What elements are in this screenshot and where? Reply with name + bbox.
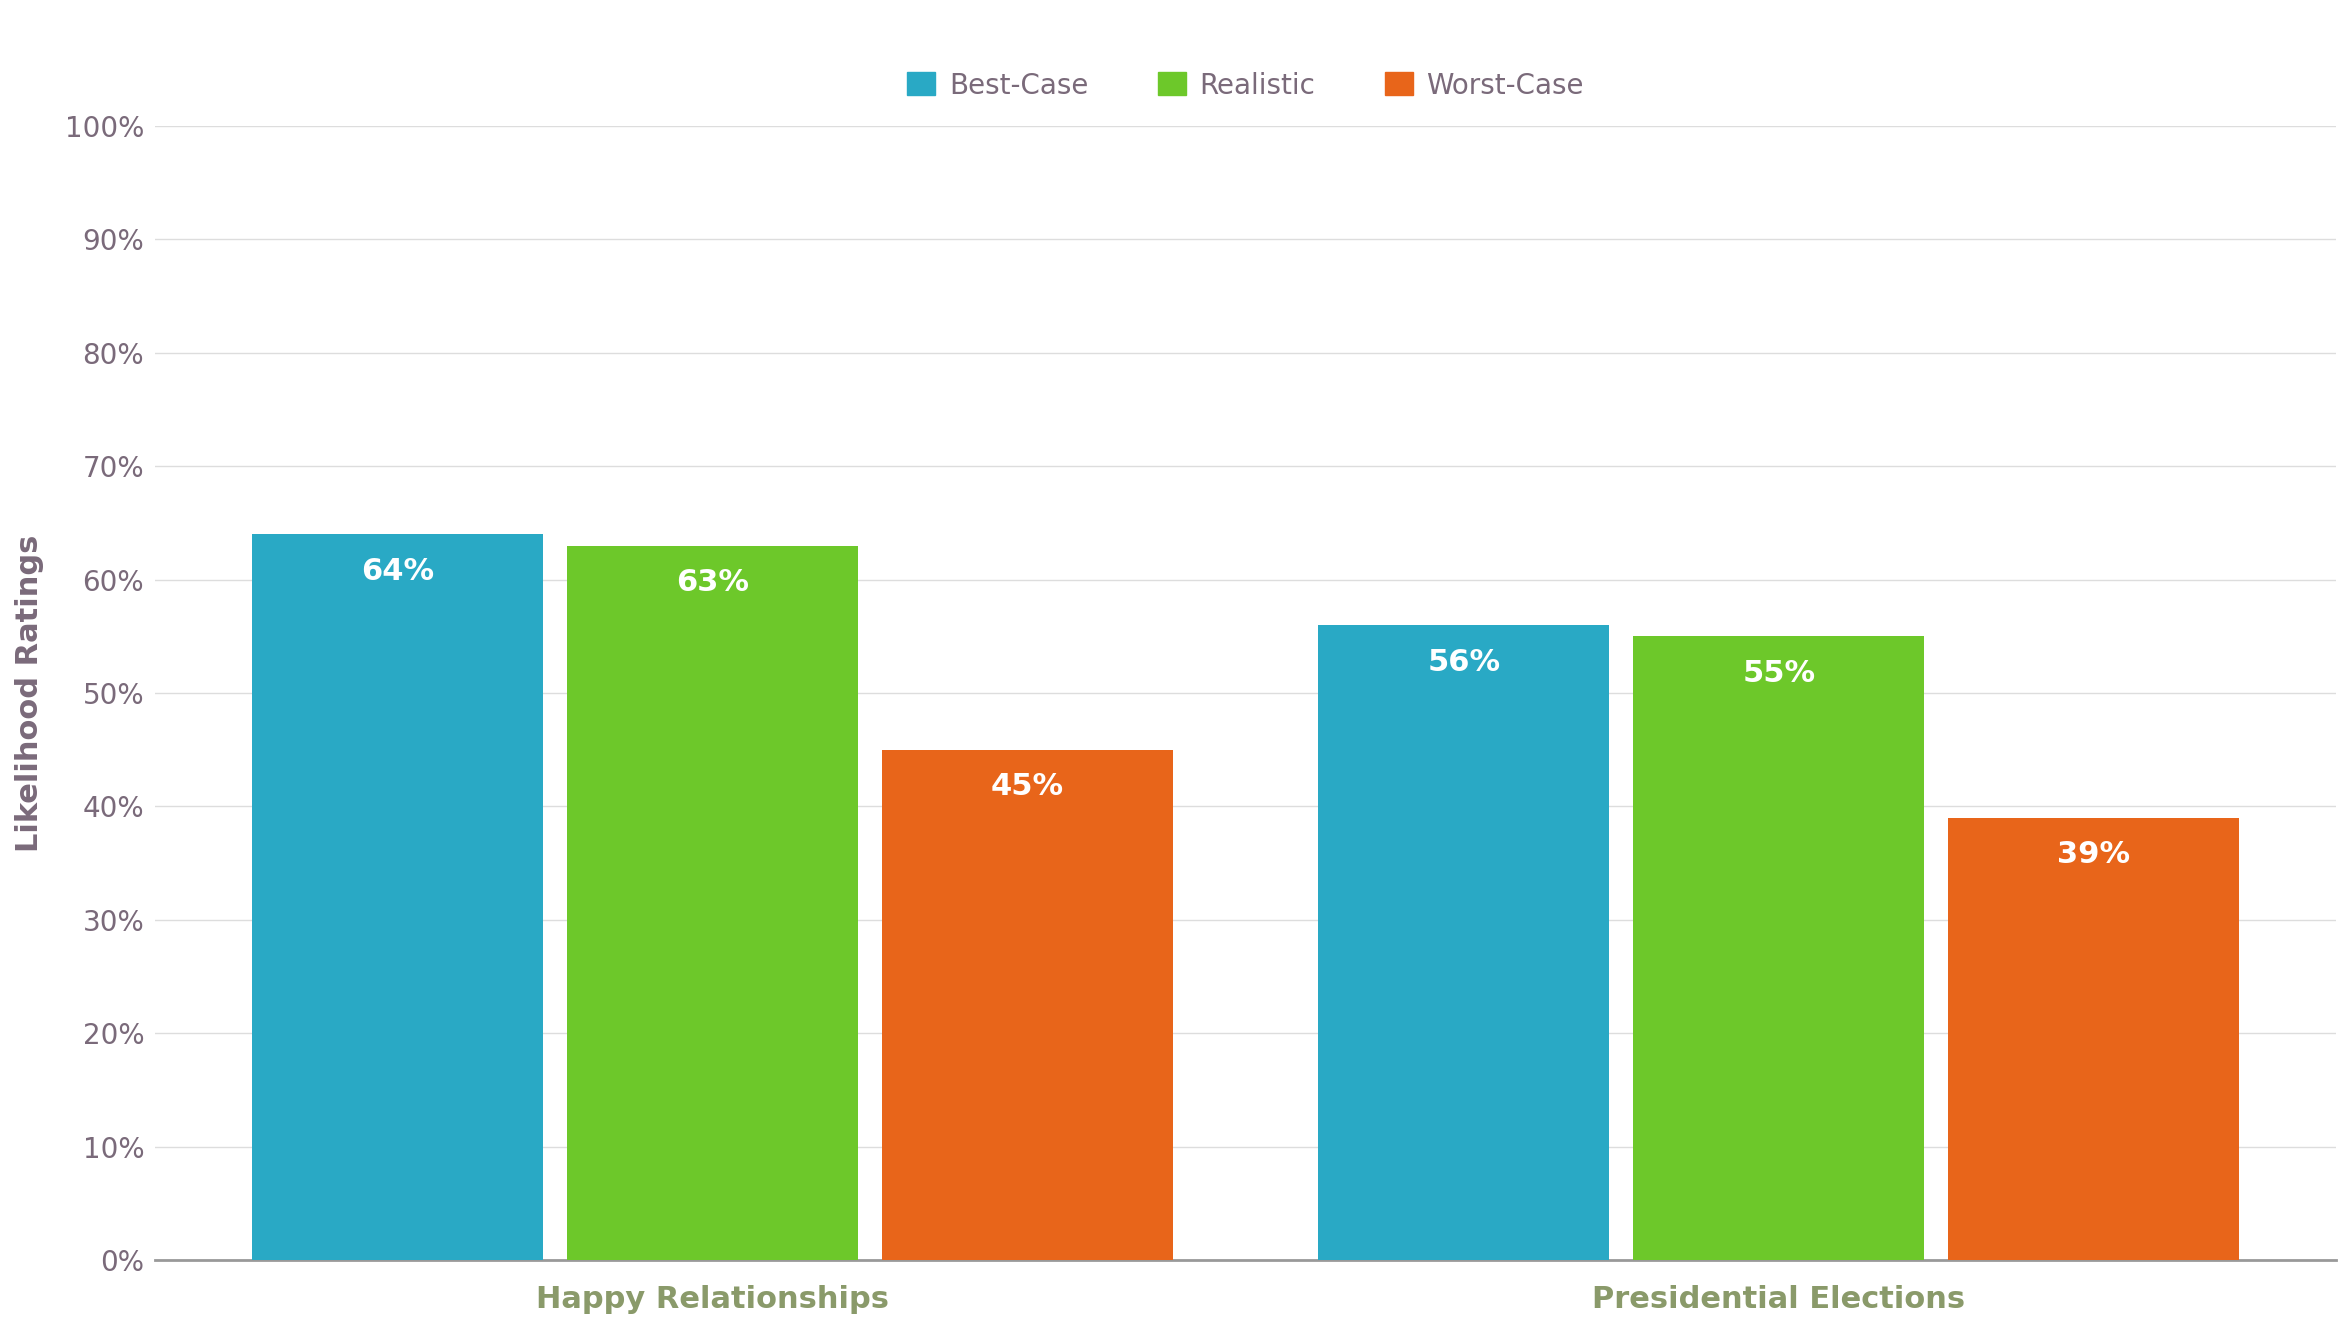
Text: 63%: 63% bbox=[677, 569, 750, 597]
Text: 64%: 64% bbox=[362, 557, 435, 586]
Text: 39%: 39% bbox=[2057, 840, 2130, 869]
Y-axis label: Likelihood Ratings: Likelihood Ratings bbox=[14, 534, 45, 852]
Bar bbox=[1949, 817, 2238, 1260]
Text: 45%: 45% bbox=[992, 772, 1065, 801]
Bar bbox=[1319, 625, 1608, 1260]
Bar bbox=[252, 534, 543, 1260]
Legend: Best-Case, Realistic, Worst-Case: Best-Case, Realistic, Worst-Case bbox=[896, 60, 1594, 110]
Text: 55%: 55% bbox=[1742, 659, 1815, 688]
Bar bbox=[567, 545, 858, 1260]
Text: 56%: 56% bbox=[1427, 647, 1500, 676]
Bar bbox=[1634, 637, 1923, 1260]
Bar bbox=[882, 750, 1173, 1260]
